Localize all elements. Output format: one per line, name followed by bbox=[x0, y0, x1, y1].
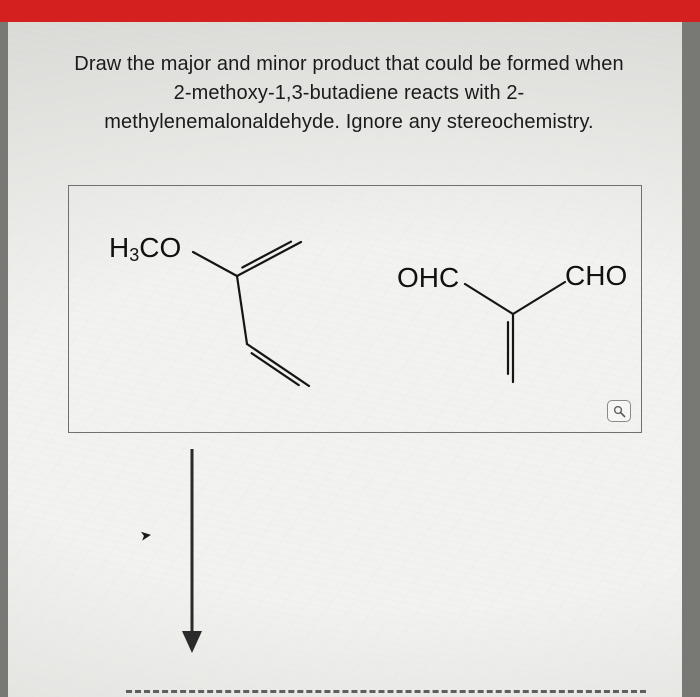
magnifier-icon bbox=[613, 405, 626, 418]
question-line-1: Draw the major and minor product that co… bbox=[74, 53, 623, 75]
question-line-3: methylenemalonaldehyde. Ignore any stere… bbox=[104, 111, 593, 133]
reactants-figure-box: H3CO OHC CHO bbox=[68, 185, 642, 433]
worksheet-page: Draw the major and minor product that co… bbox=[8, 22, 682, 697]
mouse-cursor-icon: ➤ bbox=[139, 526, 153, 544]
question-text: Draw the major and minor product that co… bbox=[40, 50, 658, 137]
reaction-arrow-area: ➤ bbox=[40, 443, 658, 657]
reaction-arrow bbox=[180, 449, 220, 659]
answer-area-divider bbox=[126, 690, 646, 693]
bond-lines-svg bbox=[69, 186, 641, 432]
chemical-structures: H3CO OHC CHO bbox=[69, 186, 641, 432]
zoom-button[interactable] bbox=[607, 400, 631, 422]
window-topbar bbox=[0, 0, 700, 22]
question-line-2: 2-methoxy-1,3-butadiene reacts with 2- bbox=[174, 82, 525, 104]
